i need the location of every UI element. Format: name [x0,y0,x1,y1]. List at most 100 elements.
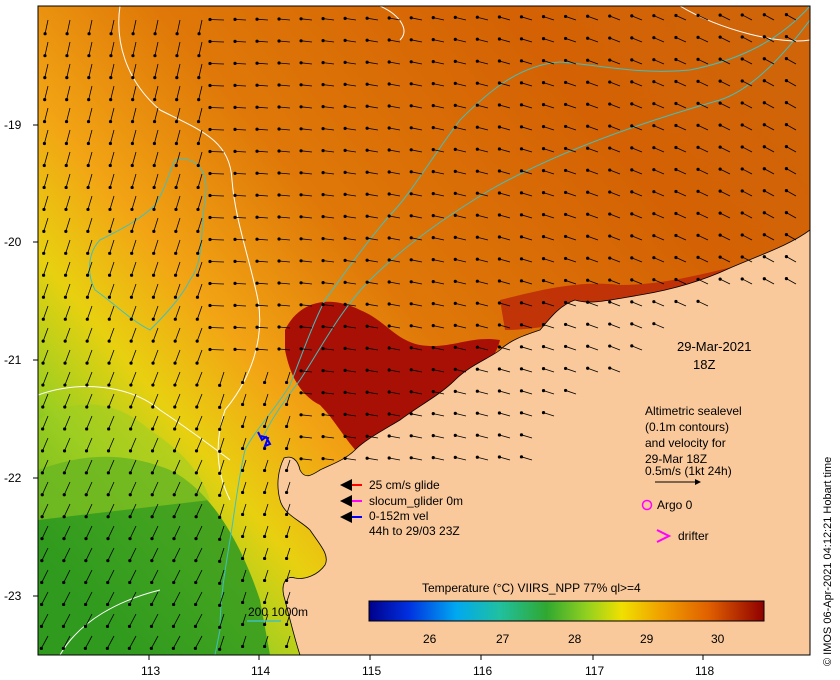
velocity-arrow-head [431,37,435,42]
velocity-arrow [110,41,115,56]
velocity-arrow [176,41,181,56]
velocity-arrow [195,503,203,517]
velocity-arrow [209,217,225,219]
velocity-arrow-head [519,213,524,217]
velocity-arrow [242,547,247,559]
velocity-arrow-head [497,103,502,107]
velocity-arrow [286,613,291,625]
velocity-arrow-head [453,279,457,284]
velocity-arrow-head [241,600,245,605]
velocity-arrow-head [277,303,281,307]
velocity-arrow-head [784,276,789,281]
velocity-arrow-head [696,57,700,61]
velocity-arrow-head [241,534,245,539]
velocity-arrow [323,194,335,197]
velocity-arrow-head [285,512,289,517]
velocity-arrow [786,168,797,175]
velocity-arrow-head [218,647,222,651]
velocity-arrow-head [674,211,678,216]
velocity-arrow [587,323,599,329]
velocity-arrow-head [453,433,457,438]
velocity-arrow [719,36,731,43]
velocity-arrow-head [131,32,135,36]
velocity-arrow-head [42,119,47,124]
velocity-arrow-head [475,37,479,41]
velocity-arrow [543,214,555,219]
velocity-arrow-head [85,427,89,431]
velocity-arrow [279,84,291,87]
velocity-arrow [697,190,709,197]
velocity-arrow-head [277,61,281,65]
velocity-arrow-head [431,125,435,130]
velocity-arrow-head [172,558,176,563]
colorbar-tick: 27 [496,632,510,646]
velocity-arrow [43,195,49,210]
velocity-arrow [195,569,203,583]
velocity-arrow [107,503,115,517]
velocity-arrow-head [263,512,267,517]
land-mass [277,229,810,655]
velocity-arrow-head [321,412,325,417]
velocity-arrow [543,126,555,131]
velocity-arrow-head [343,16,347,20]
velocity-arrow [41,547,49,561]
velocity-arrow-head [128,602,132,607]
velocity-arrow-head [453,125,457,130]
velocity-arrow-head [431,59,435,64]
velocity-arrow-head [129,383,133,387]
velocity-arrow [234,326,247,329]
velocity-arrow-head [475,59,479,63]
velocity-arrow-head [365,302,369,306]
velocity-arrow-head [208,303,212,308]
velocity-arrow-head [784,166,789,171]
velocity-arrow [43,151,49,166]
velocity-arrow-head [263,490,267,495]
velocity-arrow [196,305,203,320]
velocity-arrow [65,151,71,166]
velocity-arrow-head [263,578,267,583]
velocity-arrow [130,327,137,342]
velocity-arrow [323,18,335,21]
velocity-arrow-head [365,346,369,350]
velocity-arrow-head [151,339,155,343]
velocity-arrow [301,458,313,461]
velocity-arrow [87,261,93,276]
velocity-arrow [88,63,93,78]
velocity-arrow-head [241,446,245,451]
velocity-arrow [301,216,313,219]
velocity-arrow-head [431,257,435,262]
velocity-arrow-head [151,383,155,387]
velocity-arrow-head [61,646,65,650]
velocity-arrow-head [409,324,413,328]
velocity-arrow-head [409,192,413,196]
velocity-arrow [151,591,159,605]
velocity-arrow [609,15,621,21]
velocity-arrow-head [409,390,413,394]
velocity-arrow [411,281,423,285]
velocity-arrow [130,349,137,364]
velocity-arrow [455,105,467,109]
velocity-arrow-head [196,163,200,168]
velocity-arrow [42,393,49,408]
velocity-arrow [367,171,379,175]
velocity-arrow [455,215,467,219]
velocity-arrow [63,547,71,561]
velocity-arrow-head [696,167,700,171]
velocity-arrow [367,325,379,329]
velocity-arrow-head [497,301,502,305]
velocity-arrow [323,326,335,329]
velocity-arrow-head [519,81,524,85]
velocity-arrow-head [674,167,678,172]
velocity-arrow-head [277,17,281,21]
velocity-arrow [697,146,709,153]
velocity-arrow-head [475,15,479,19]
velocity-arrow-head [129,427,133,431]
velocity-arrow [477,192,489,197]
velocity-arrow-head [277,39,281,43]
y-tick-label: -23 [4,589,22,603]
velocity-arrow-head [343,258,347,262]
velocity-arrow [41,591,49,605]
velocity-arrow-head [586,102,590,106]
velocity-arrow [264,415,269,427]
velocity-arrow-head [194,602,198,607]
